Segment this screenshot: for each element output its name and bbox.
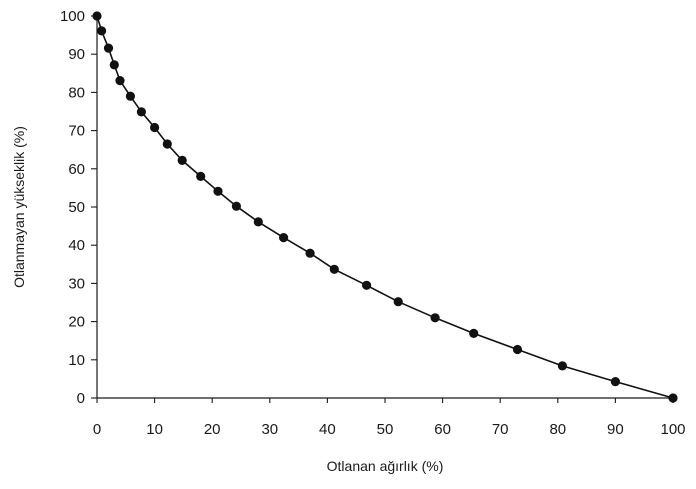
data-point [103, 43, 114, 53]
data-point [177, 155, 187, 165]
x-tick-label: 60 [434, 421, 451, 438]
data-point [557, 361, 568, 371]
data-point [469, 328, 479, 338]
x-tick-label: 70 [492, 421, 509, 438]
x-tick-label: 50 [377, 421, 394, 438]
data-point [97, 26, 107, 36]
data-point [115, 76, 125, 86]
y-tick-label: 70 [68, 123, 85, 140]
series-points [92, 11, 678, 403]
data-point [253, 217, 263, 227]
data-point [329, 264, 339, 274]
y-tick-label: 20 [68, 314, 85, 331]
x-tick-label: 30 [261, 421, 278, 438]
x-axis-title: Otlanan ağırlık (%) [327, 458, 444, 474]
data-point [162, 139, 172, 149]
data-point [109, 60, 119, 70]
y-tick-label: 10 [68, 352, 85, 369]
data-point [393, 297, 403, 307]
y-tick-label: 100 [60, 8, 85, 25]
data-point [150, 122, 160, 133]
data-point [231, 201, 241, 211]
data-point [668, 393, 678, 403]
series-line [96, 15, 674, 399]
x-tick-label: 10 [146, 421, 163, 438]
x-tick-label: 20 [204, 421, 221, 438]
data-point [362, 280, 372, 290]
x-axis-ticks: 0 10 20 30 40 50 60 70 80 90 100 [93, 398, 686, 438]
x-tick-label: 80 [549, 421, 566, 438]
y-tick-label: 30 [68, 275, 85, 292]
y-tick-label: 50 [68, 199, 85, 216]
x-tick-label: 0 [93, 421, 101, 438]
data-point [430, 313, 440, 323]
data-point [136, 107, 146, 117]
y-tick-label: 90 [68, 46, 85, 63]
data-point [125, 91, 135, 101]
data-point [610, 377, 621, 387]
data-point [279, 233, 289, 243]
data-point [196, 171, 206, 181]
y-tick-label: 0 [77, 390, 85, 407]
y-tick-label: 80 [68, 84, 85, 101]
y-axis-ticks: 0 10 20 30 40 50 60 70 80 90 100 [60, 8, 97, 407]
x-tick-label: 90 [607, 421, 624, 438]
data-point [305, 248, 315, 258]
y-axis-title: Otlanmayan yükseklik (%) [11, 126, 27, 288]
y-tick-label: 60 [68, 161, 85, 178]
plot-area: 0 10 20 30 40 50 60 70 80 90 100 0 10 20 30 40 50 60 70 80… [60, 8, 686, 438]
data-point [512, 344, 523, 355]
y-tick-label: 40 [68, 237, 85, 254]
x-tick-label: 100 [660, 421, 685, 438]
data-point [92, 11, 102, 21]
data-point [213, 186, 223, 196]
x-tick-label: 40 [319, 421, 336, 438]
